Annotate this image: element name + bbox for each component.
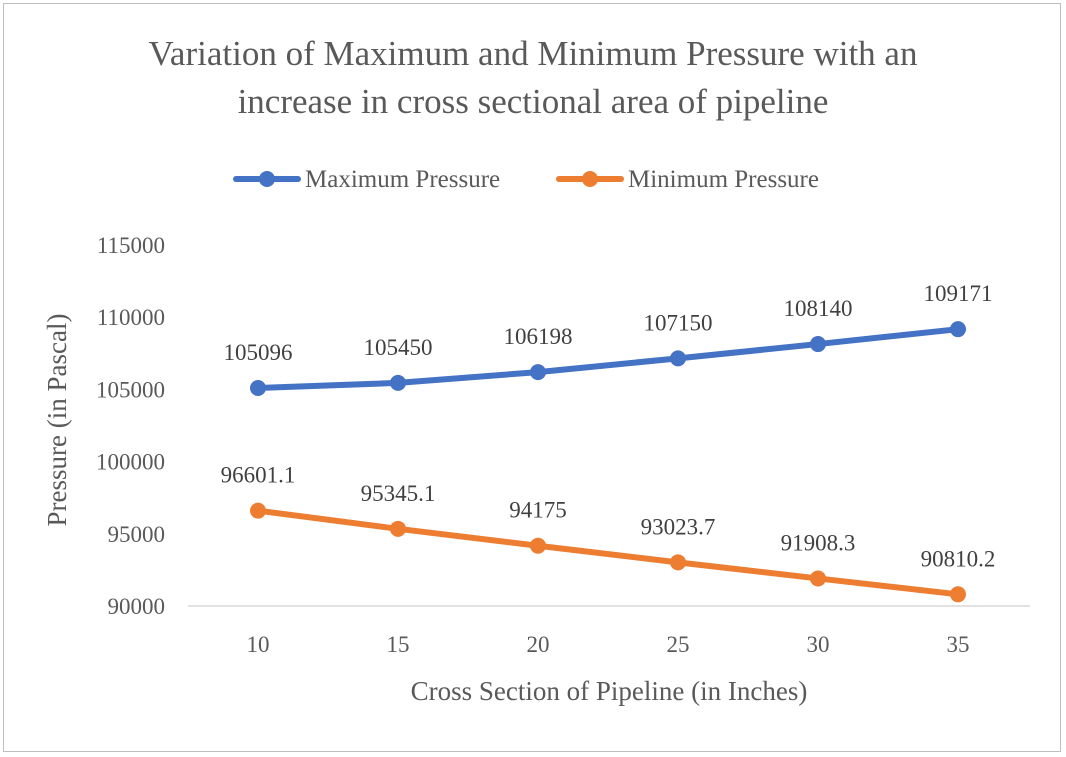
legend-item-maximum-pressure: Maximum Pressure [233, 166, 500, 193]
data-label-minimum: 90810.2 [921, 546, 996, 571]
series-line-maximum-pressure [255, 326, 961, 392]
x-tick-label: 20 [527, 632, 550, 657]
x-tick-label: 10 [247, 632, 270, 657]
legend-swatch-maximum-marker [259, 171, 275, 187]
chart-title-line-2: increase in cross sectional area of pipe… [238, 82, 829, 121]
legend: Maximum Pressure Minimum Pressure [233, 166, 819, 193]
x-axis-title: Cross Section of Pipeline (in Inches) [411, 676, 808, 706]
data-label-minimum: 93023.7 [641, 514, 716, 539]
legend-swatch-minimum-marker [582, 171, 598, 187]
data-point-minimum [950, 586, 966, 603]
x-axis-ticks: 10 15 20 25 30 35 [247, 632, 970, 657]
chart-title-line-1: Variation of Maximum and Minimum Pressur… [149, 34, 918, 73]
data-point-minimum [530, 537, 546, 554]
chart-frame [3, 3, 1061, 752]
data-point-maximum [950, 321, 966, 338]
data-point-maximum [250, 380, 266, 397]
data-label-minimum: 96601.1 [221, 463, 296, 488]
y-tick-label: 95000 [108, 522, 166, 547]
data-label-minimum: 91908.3 [781, 530, 856, 555]
y-tick-label: 110000 [97, 305, 165, 330]
y-tick-label: 90000 [108, 594, 166, 619]
data-label-maximum: 109171 [924, 281, 993, 306]
y-tick-label: 100000 [96, 450, 165, 475]
legend-label-maximum-pressure: Maximum Pressure [305, 166, 500, 193]
x-tick-label: 15 [387, 632, 410, 657]
legend-item-minimum-pressure: Minimum Pressure [556, 166, 819, 193]
data-label-maximum: 108140 [784, 296, 853, 321]
data-point-minimum [250, 502, 266, 519]
x-tick-label: 25 [667, 632, 690, 657]
data-point-maximum [810, 336, 826, 353]
data-label-minimum: 94175 [509, 498, 567, 523]
data-point-minimum [390, 520, 406, 537]
y-axis-title: Pressure (in Pascal) [42, 314, 72, 527]
data-label-minimum: 95345.1 [361, 481, 436, 506]
legend-label-minimum-pressure: Minimum Pressure [628, 166, 819, 193]
data-point-maximum [530, 364, 546, 381]
series-line-minimum-pressure [255, 507, 961, 598]
series-layer [250, 321, 966, 603]
data-label-maximum: 107150 [644, 310, 713, 335]
data-point-minimum [670, 554, 686, 571]
data-labels-layer: 105096 105450 106198 107150 108140 109171 9660… [221, 281, 996, 571]
data-label-maximum: 105450 [364, 335, 433, 360]
data-label-maximum: 106198 [504, 324, 573, 349]
y-axis-ticks: 90000 95000 100000 105000 110000 115000 [96, 233, 165, 619]
data-label-maximum: 105096 [224, 340, 293, 365]
x-tick-label: 30 [807, 632, 830, 657]
data-point-minimum [810, 570, 826, 587]
data-point-maximum [670, 350, 686, 367]
x-tick-label: 35 [947, 632, 970, 657]
y-tick-label: 105000 [96, 377, 165, 402]
data-point-maximum [390, 374, 406, 391]
y-tick-label: 115000 [97, 233, 165, 258]
